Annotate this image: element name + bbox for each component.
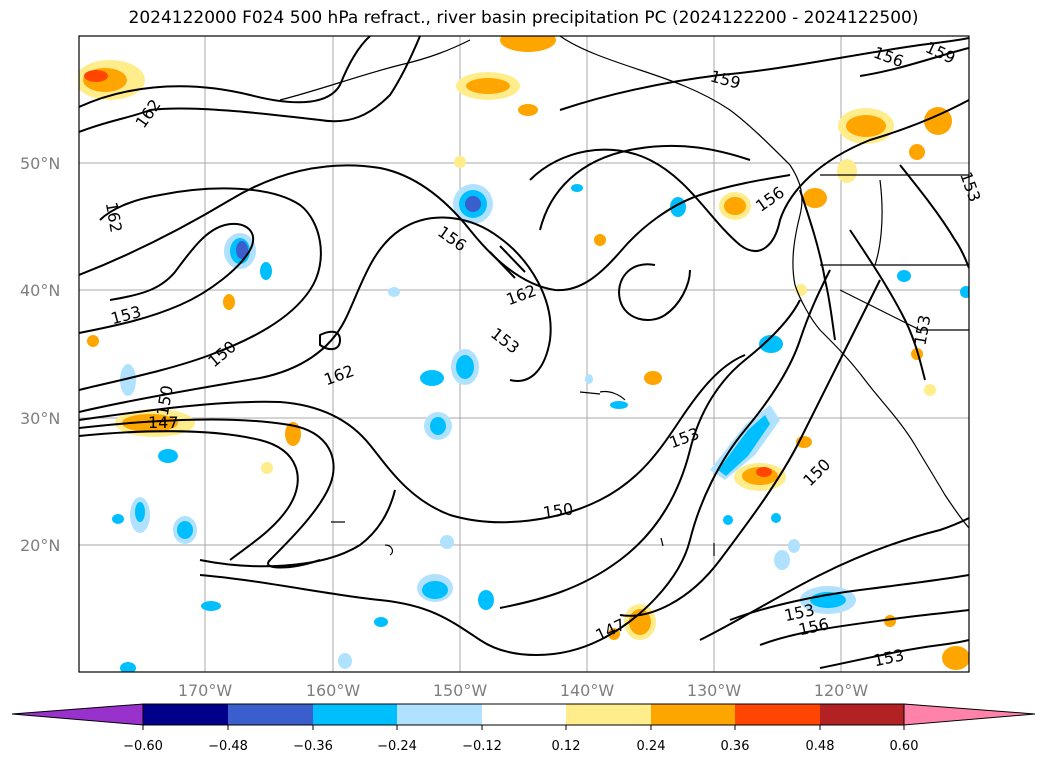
lat-label-20n: 20°N bbox=[20, 536, 60, 555]
colorbar-ticks bbox=[142, 725, 905, 730]
lon-label-170w: 170°W bbox=[178, 681, 233, 700]
colorbar-tick-label: −0.24 bbox=[377, 739, 417, 754]
colorbar-tick-label: −0.36 bbox=[293, 739, 333, 754]
colorbar: −0.60 −0.48 −0.36 −0.24 −0.12 0.12 0.24 … bbox=[11, 703, 1036, 754]
map-frame bbox=[78, 35, 970, 673]
lat-label-50n: 50°N bbox=[20, 154, 60, 173]
colorbar-tick-label: 0.60 bbox=[890, 739, 919, 754]
colorbar-tick-label: 0.24 bbox=[637, 739, 666, 754]
colorbar-bin bbox=[397, 704, 482, 725]
colorbar-bin bbox=[735, 704, 820, 725]
colorbar-bin bbox=[820, 704, 904, 725]
contour-label: 147 bbox=[148, 413, 179, 432]
longitude-labels: 170°W 160°W 150°W 140°W 130°W 120°W bbox=[178, 681, 869, 700]
colorbar-bin bbox=[228, 704, 313, 725]
colorbar-bin bbox=[566, 704, 651, 725]
lat-label-40n: 40°N bbox=[20, 281, 60, 300]
lon-label-130w: 130°W bbox=[687, 681, 742, 700]
map-background bbox=[79, 36, 969, 672]
lon-label-140w: 140°W bbox=[560, 681, 615, 700]
colorbar-tick-label: 0.12 bbox=[552, 739, 581, 754]
colorbar-tick-label: −0.48 bbox=[208, 739, 248, 754]
lon-label-150w: 150°W bbox=[433, 681, 488, 700]
colorbar-tick-label: −0.12 bbox=[462, 739, 502, 754]
height-contours bbox=[79, 36, 969, 669]
colorbar-bin bbox=[482, 704, 566, 725]
colorbar-bin bbox=[313, 704, 397, 725]
contour-label: 150 bbox=[542, 499, 575, 522]
latitude-labels: 50°N 40°N 30°N 20°N bbox=[20, 154, 60, 555]
colorbar-extend-low bbox=[11, 703, 144, 726]
map-title: 2024122000 F024 500 hPa refract., river … bbox=[128, 8, 919, 28]
lat-label-30n: 30°N bbox=[20, 409, 60, 428]
colorbar-bin bbox=[651, 704, 735, 725]
lon-label-120w: 120°W bbox=[814, 681, 869, 700]
precip-shading bbox=[79, 36, 969, 672]
lon-label-160w: 160°W bbox=[306, 681, 361, 700]
coastlines bbox=[279, 36, 969, 556]
colorbar-tick-label: 0.36 bbox=[721, 739, 750, 754]
colorbar-bin bbox=[143, 704, 228, 725]
colorbar-tick-label: −0.60 bbox=[123, 739, 163, 754]
colorbar-tick-label: 0.48 bbox=[806, 739, 835, 754]
colorbar-extend-high bbox=[903, 703, 1036, 726]
